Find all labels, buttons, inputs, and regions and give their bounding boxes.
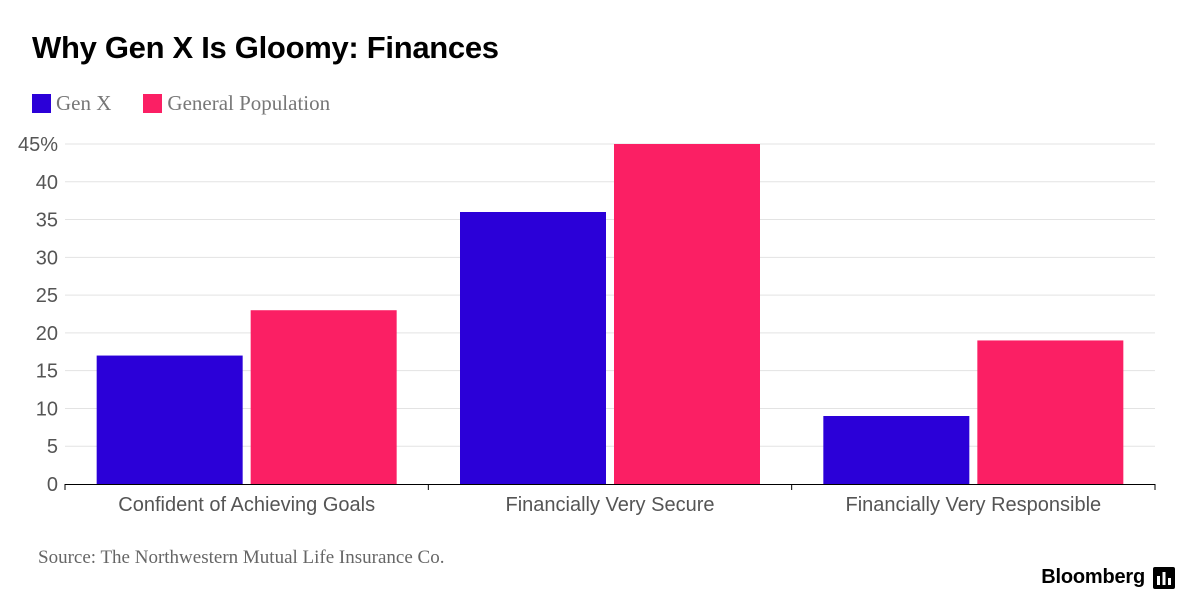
y-tick-label: 40 [36, 172, 58, 194]
bar-chart-icon [1153, 566, 1175, 589]
bar [823, 416, 970, 484]
brand-logo: Bloomberg [1041, 566, 1175, 589]
bar-chart: 0 5 10 15 20 25 30 35 40 45% Confident of Achievin… [18, 134, 1156, 516]
legend-item-general-population: General Population [143, 91, 330, 116]
brand-name: Bloomberg [1041, 566, 1145, 588]
y-tick-label: 25 [36, 285, 58, 307]
x-tick-label: Financially Very Secure [506, 494, 715, 516]
y-tick-label: 15 [36, 361, 58, 383]
legend-item-gen-x: Gen X [32, 91, 111, 116]
y-tick-label: 45% [18, 134, 58, 156]
bar [460, 212, 606, 484]
y-tick-label: 5 [47, 436, 58, 458]
y-tick-label: 0 [47, 474, 58, 496]
bar [96, 355, 243, 484]
legend-label-general-population: General Population [167, 90, 331, 115]
y-tick-label: 30 [36, 247, 58, 269]
y-tick-label: 35 [36, 210, 58, 232]
chart-title: Why Gen X Is Gloomy: Finances [32, 30, 499, 65]
y-tick-label: 20 [36, 323, 58, 345]
legend-swatch-general-population [143, 93, 163, 113]
bar [977, 340, 1124, 484]
legend-label-gen-x: Gen X [56, 90, 112, 115]
legend: Gen X General Population [32, 91, 362, 115]
x-tick-label: Confident of Achieving Goals [118, 494, 375, 516]
legend-swatch-gen-x [32, 93, 51, 113]
y-tick-label: 10 [36, 398, 58, 420]
x-tick-label: Financially Very Responsible [845, 494, 1101, 516]
source-note: Source: The Northwestern Mutual Life Ins… [38, 547, 445, 568]
bar [250, 310, 397, 484]
bar [614, 144, 760, 484]
